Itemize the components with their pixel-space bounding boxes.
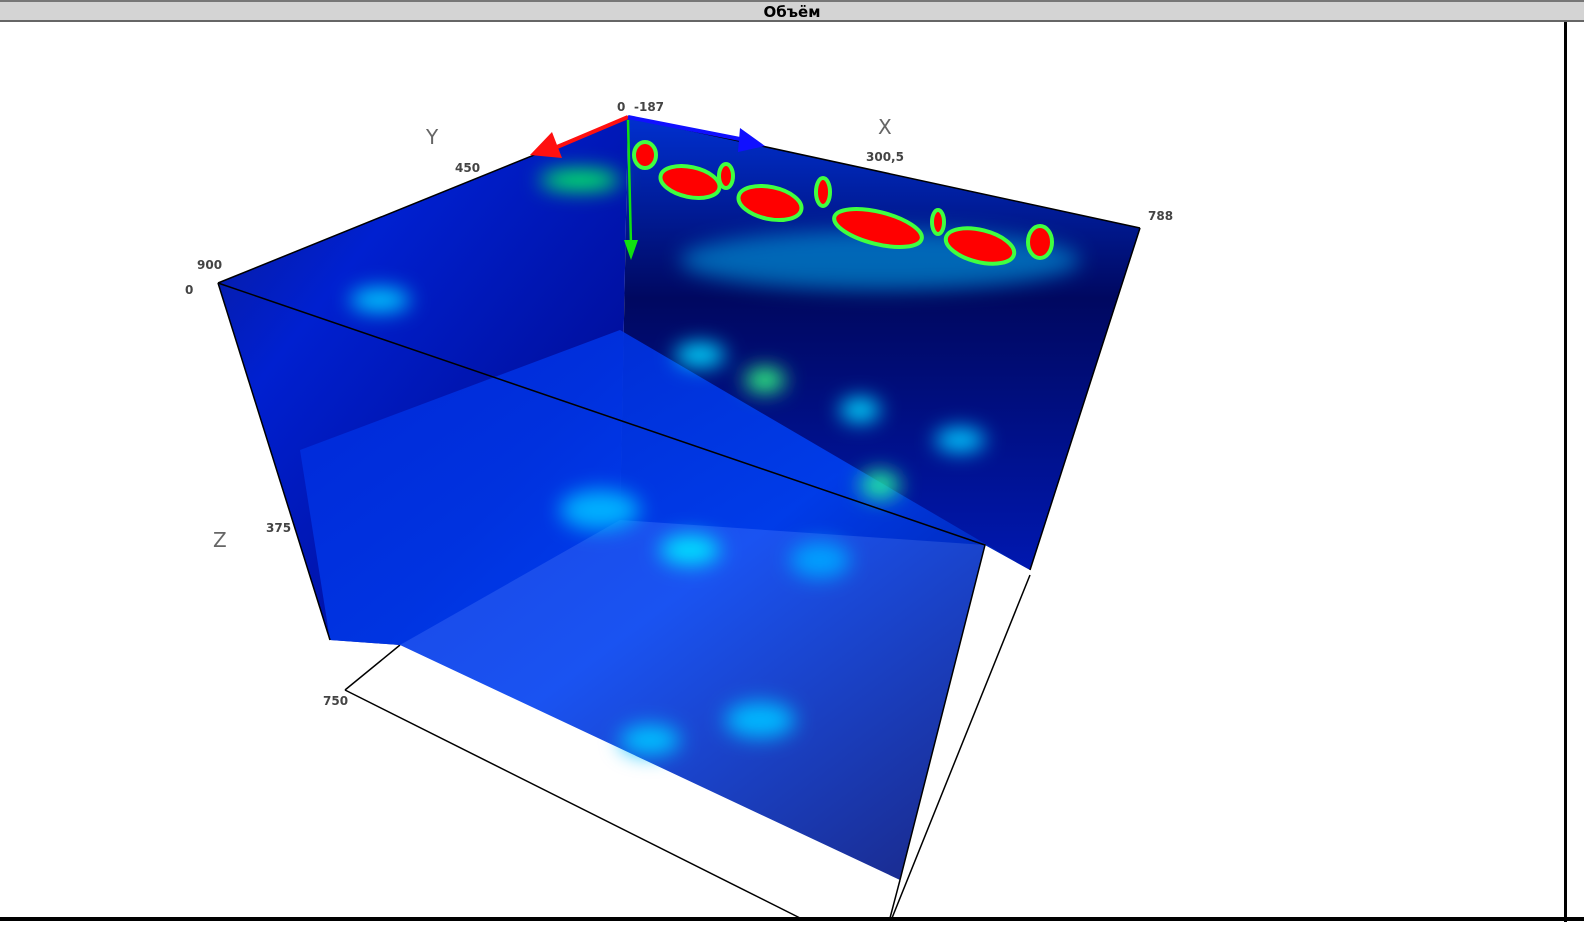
reflection-band: [632, 140, 1054, 266]
z-tick-750: 750: [323, 694, 348, 708]
x-tick-min: -187: [634, 100, 664, 114]
z-tick-375: 375: [266, 521, 291, 535]
z-axis-title: Z: [213, 528, 227, 552]
z-tick-0: 0: [185, 283, 193, 297]
y-tick-900: 900: [197, 258, 222, 272]
x-tick-max: 788: [1148, 209, 1173, 223]
volume-floor-face: [300, 330, 1030, 880]
x-axis-title: X: [878, 115, 892, 139]
right-border: [1564, 22, 1567, 922]
x-tick-mid: 300,5: [866, 150, 904, 164]
y-tick-0: 0: [617, 100, 625, 114]
window-title-bar: Объём: [0, 0, 1584, 22]
bottom-border: [0, 917, 1584, 921]
z-axis-arrow: [624, 119, 638, 260]
y-tick-450: 450: [455, 161, 480, 175]
y-axis-title: Y: [425, 125, 439, 149]
x-axis-arrow: [627, 115, 765, 152]
bounding-box-lines: [344, 574, 1031, 919]
y-axis-arrow: [530, 115, 629, 158]
window-title: Объём: [763, 3, 821, 21]
